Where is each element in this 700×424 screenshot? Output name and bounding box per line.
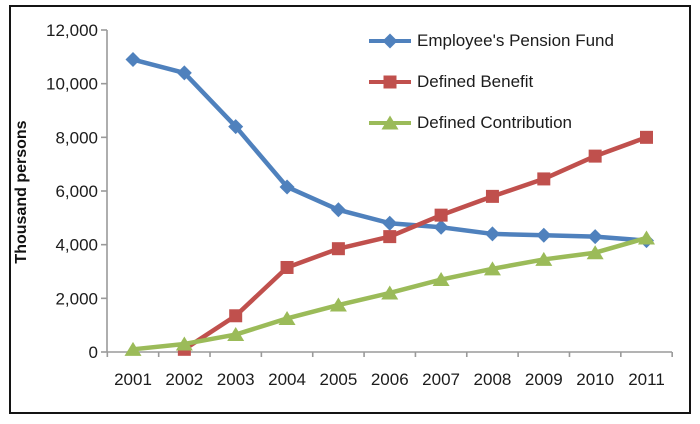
- diamond-marker-0-0: [125, 52, 141, 68]
- legend-item-defined-contribution: Defined Contribution: [368, 102, 614, 143]
- triangle-marker-2-1: [175, 336, 193, 351]
- x-tick-label: 2010: [576, 370, 614, 389]
- x-tick-label: 2007: [422, 370, 460, 389]
- y-tick-label: 12,000: [46, 21, 98, 40]
- x-tick-label: 2003: [217, 370, 255, 389]
- triangle-marker-2-3: [278, 310, 296, 325]
- square-marker-1-5: [383, 230, 397, 244]
- triangle-marker-legend: [381, 115, 399, 129]
- legend-label-employees-pension-fund: Employee's Pension Fund: [417, 30, 614, 50]
- triangle-marker-2-5: [381, 285, 399, 300]
- diamond-marker-0-2: [228, 119, 244, 135]
- y-tick-label: 8,000: [55, 128, 98, 147]
- diamond-marker-0-6: [433, 219, 449, 235]
- square-marker-legend: [383, 75, 397, 88]
- legend-item-defined-benefit: Defined Benefit: [368, 61, 614, 102]
- diamond-marker-0-5: [382, 215, 398, 231]
- diamond-marker-0-3: [279, 179, 295, 195]
- diamond-marker-0-1: [176, 65, 192, 81]
- x-tick-label: 2008: [474, 370, 512, 389]
- y-tick-label: 2,000: [55, 289, 98, 308]
- square-marker-1-7: [485, 189, 499, 203]
- triangle-marker-2-4: [329, 297, 347, 312]
- x-tick-label: 2004: [268, 370, 306, 389]
- y-tick-label: 6,000: [55, 182, 98, 201]
- x-tick-label: 2011: [628, 370, 665, 389]
- square-marker-1-6: [434, 208, 448, 222]
- square-marker-1-8: [537, 172, 551, 186]
- legend-label-defined-benefit: Defined Benefit: [417, 71, 534, 91]
- diamond-marker-0-9: [587, 229, 603, 245]
- diamond-marker-legend: [382, 33, 398, 48]
- x-tick-label: 2001: [114, 370, 152, 389]
- x-tick-label: 2002: [165, 370, 203, 389]
- square-marker-1-4: [331, 242, 345, 256]
- legend-diamond-marker-icon: [369, 33, 411, 48]
- y-tick-label: 4,000: [55, 236, 98, 255]
- x-tick-label: 2009: [525, 370, 563, 389]
- x-tick-label: 2006: [371, 370, 409, 389]
- triangle-marker-2-6: [432, 272, 450, 287]
- triangle-marker-2-0: [124, 341, 142, 356]
- diamond-marker-0-8: [536, 227, 552, 243]
- legend-square-marker-icon: [369, 75, 411, 88]
- y-tick-label: 10,000: [46, 75, 98, 94]
- diamond-marker-0-4: [330, 202, 346, 218]
- legend-triangle-marker-icon: [369, 115, 411, 129]
- diamond-marker-0-7: [484, 226, 500, 242]
- square-marker-1-9: [588, 149, 602, 163]
- y-tick-label: 0: [89, 343, 98, 362]
- triangle-marker-2-2: [227, 327, 245, 342]
- triangle-marker-2-9: [586, 245, 604, 260]
- legend-item-employees-pension-fund: Employee's Pension Fund: [368, 20, 614, 61]
- series-line-1: [182, 135, 649, 352]
- triangle-marker-2-7: [483, 261, 501, 276]
- square-marker-1-3: [280, 260, 294, 274]
- x-tick-label: 2005: [319, 370, 357, 389]
- legend-label-defined-contribution: Defined Contribution: [417, 112, 572, 132]
- legend: Employee's Pension Fund Defined Benefit …: [368, 20, 614, 143]
- square-marker-1-10: [640, 130, 653, 144]
- triangle-marker-2-8: [535, 251, 553, 266]
- triangle-marker-2-10: [638, 230, 655, 245]
- y-axis-title: Thousand persons: [13, 120, 30, 264]
- square-marker-1-2: [229, 309, 243, 323]
